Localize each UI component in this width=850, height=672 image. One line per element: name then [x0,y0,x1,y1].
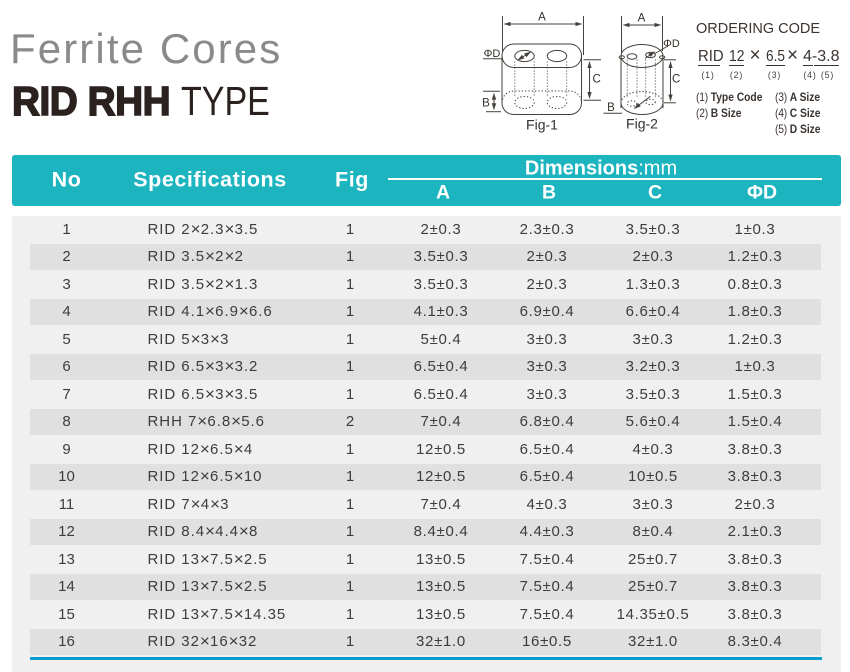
svg-text:C: C [593,74,601,86]
svg-text:A: A [538,12,546,24]
svg-text:B: B [607,102,615,114]
svg-text:ΦD: ΦD [663,38,680,50]
svg-text:Fig-1: Fig-1 [526,117,558,133]
svg-text:A: A [638,13,646,25]
svg-text:ΦD: ΦD [484,48,501,60]
svg-text:Fig-2: Fig-2 [626,116,658,132]
svg-text:B: B [482,98,490,110]
svg-text:C: C [672,74,680,86]
